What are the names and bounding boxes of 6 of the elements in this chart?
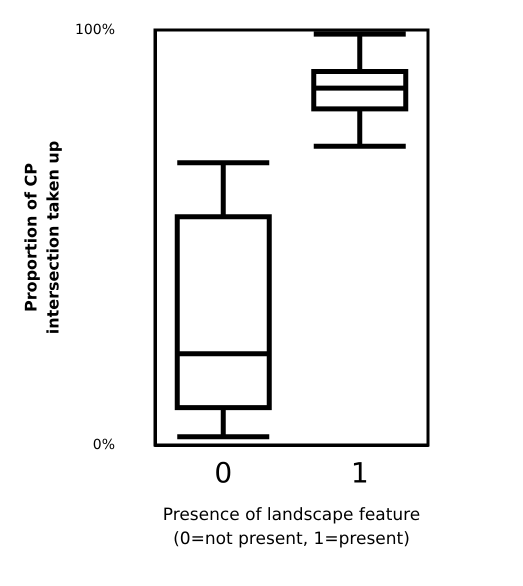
y-tick-label: 0% [92, 437, 115, 453]
x-tick-label: 0 [214, 456, 232, 490]
y-tick-label: 100% [74, 22, 115, 38]
x-tick-label: 1 [350, 456, 369, 490]
y-axis-title: Proportion of CP intersection taken up [22, 140, 63, 334]
x-axis-title: Presence of landscape feature (0=not present, 1=present) [162, 505, 420, 549]
